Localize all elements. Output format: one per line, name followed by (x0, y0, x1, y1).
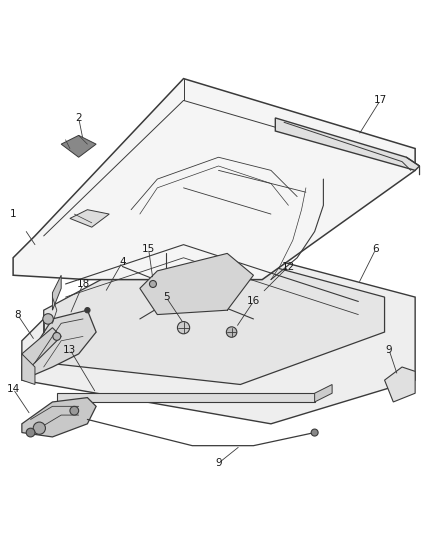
Circle shape (226, 327, 237, 337)
Polygon shape (61, 135, 96, 157)
Polygon shape (22, 398, 96, 437)
Text: 8: 8 (14, 310, 21, 320)
Polygon shape (385, 367, 415, 402)
Polygon shape (52, 275, 61, 310)
Text: 5: 5 (163, 292, 170, 302)
Text: 6: 6 (372, 244, 379, 254)
Text: 4: 4 (119, 257, 126, 267)
Polygon shape (13, 78, 415, 280)
Text: 15: 15 (142, 244, 155, 254)
Polygon shape (22, 310, 96, 380)
Circle shape (26, 428, 35, 437)
Circle shape (33, 422, 45, 434)
Polygon shape (315, 384, 332, 402)
Polygon shape (22, 236, 415, 424)
Text: 14: 14 (7, 384, 20, 394)
Polygon shape (275, 118, 420, 171)
Polygon shape (70, 209, 109, 227)
Text: 13: 13 (63, 344, 76, 354)
Text: 16: 16 (247, 296, 260, 306)
Polygon shape (44, 240, 385, 384)
Circle shape (149, 280, 156, 287)
Polygon shape (22, 354, 35, 384)
Text: 2: 2 (75, 113, 82, 123)
Polygon shape (140, 253, 253, 314)
Polygon shape (22, 328, 61, 367)
Text: 18: 18 (76, 279, 90, 289)
Circle shape (85, 308, 90, 313)
Circle shape (70, 406, 79, 415)
Circle shape (311, 429, 318, 436)
Text: 17: 17 (374, 95, 387, 106)
Text: 1: 1 (10, 209, 17, 219)
Text: 9: 9 (215, 458, 222, 468)
Circle shape (43, 314, 53, 324)
Circle shape (53, 333, 61, 341)
Polygon shape (57, 393, 315, 402)
Text: 9: 9 (385, 344, 392, 354)
Text: 12: 12 (282, 262, 295, 271)
Circle shape (177, 321, 190, 334)
